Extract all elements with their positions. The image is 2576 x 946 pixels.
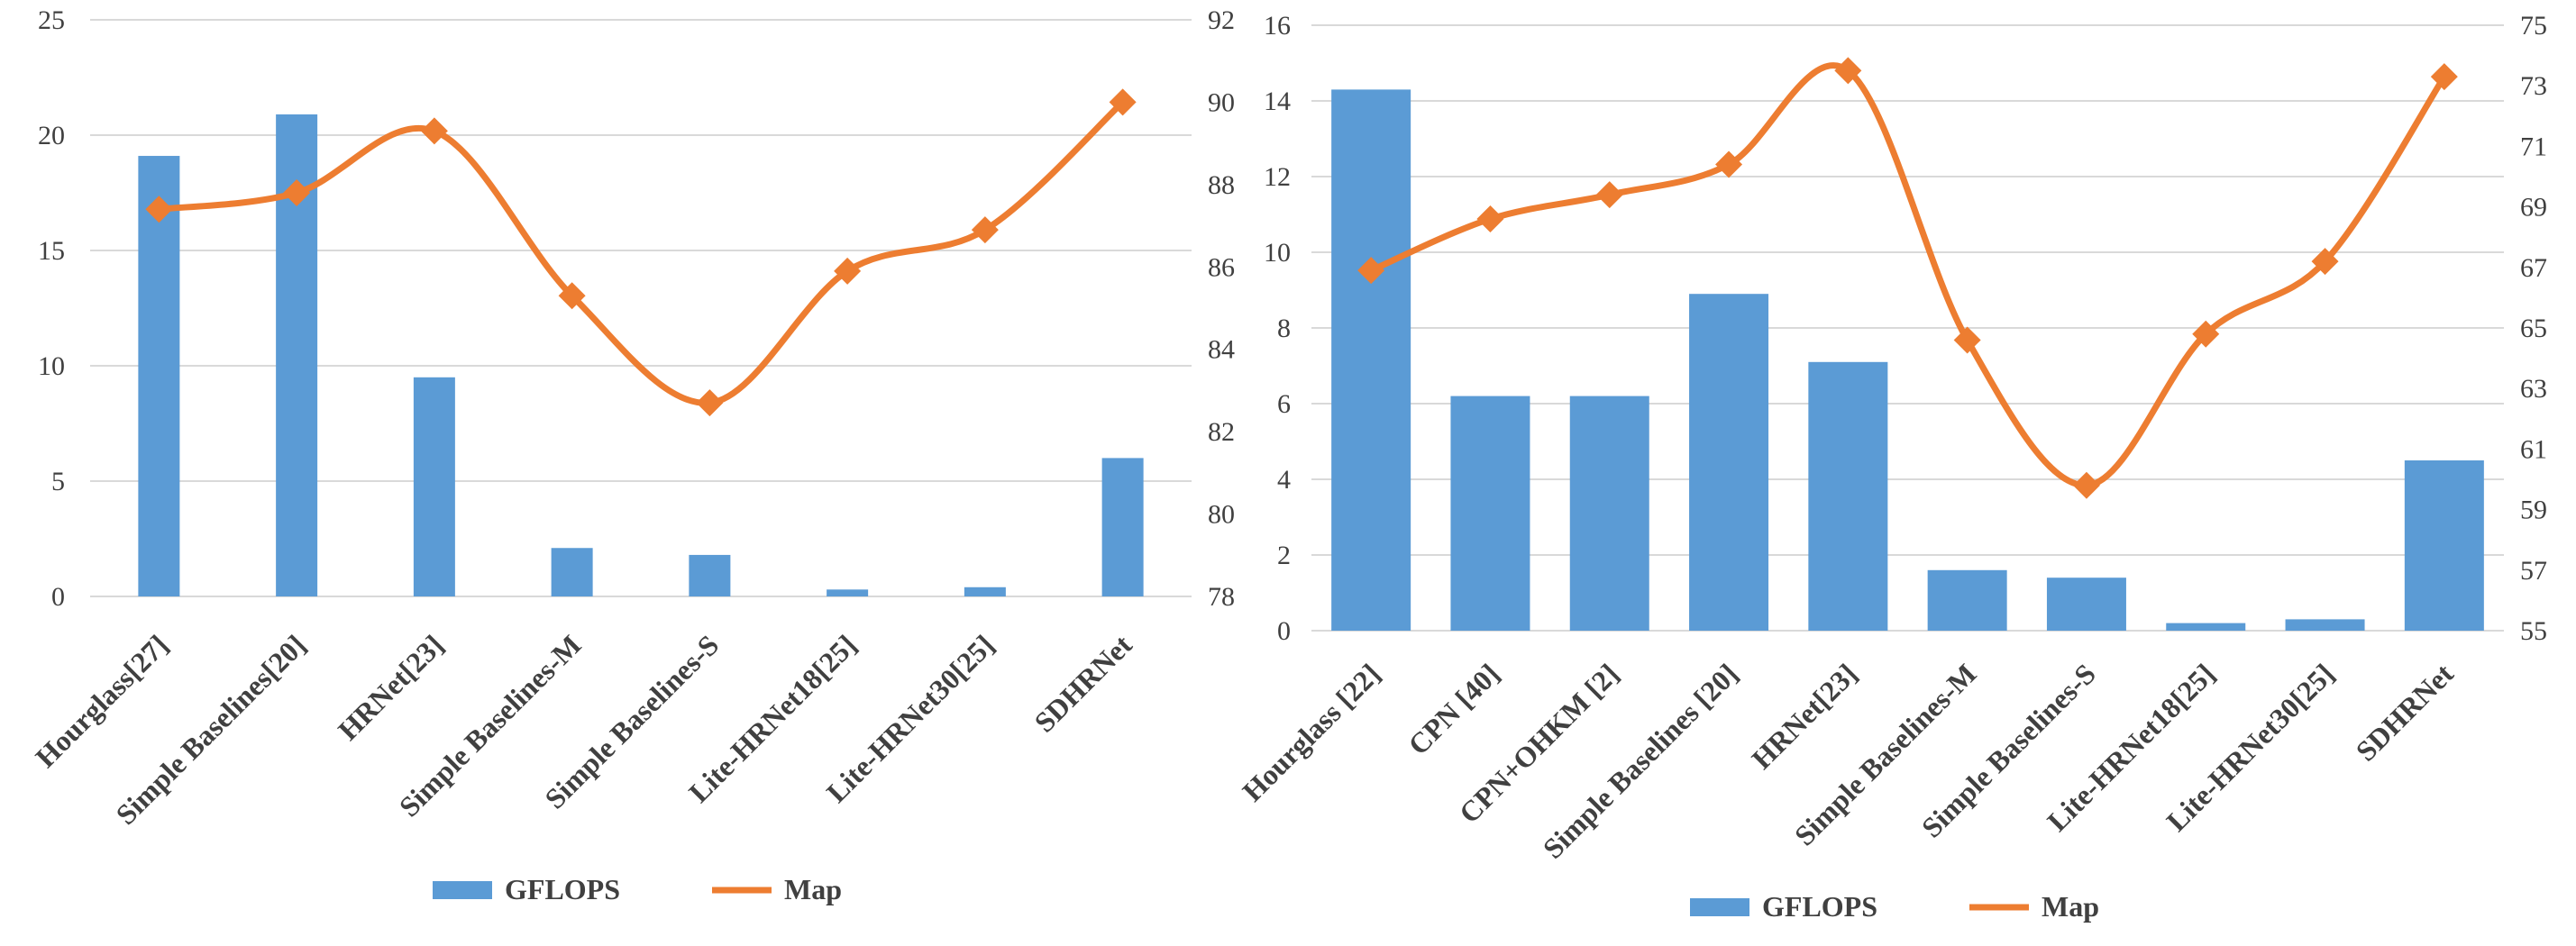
category-label: SDHRNet <box>1028 628 1137 738</box>
map-series-line <box>155 98 1127 406</box>
category-label: Hourglass[27] <box>29 628 174 773</box>
bar-gflops <box>2166 623 2246 631</box>
left-axis-tick-label: 6 <box>1277 389 1291 419</box>
legend: GFLOPS Map <box>433 873 842 905</box>
right-axis-tick-label: 88 <box>1208 170 1235 200</box>
category-label: CPN [40] <box>1402 657 1505 760</box>
left-axis-tick-label: 8 <box>1277 314 1291 343</box>
legend-swatch-gflops <box>1690 898 1749 916</box>
bar-gflops <box>1101 458 1144 596</box>
right-axis-tick-label: 61 <box>2520 434 2547 464</box>
legend-label-map: Map <box>784 873 842 905</box>
map-point-marker <box>1357 257 1385 285</box>
left-axis-tick-label: 5 <box>51 467 65 496</box>
map-point-marker <box>2311 248 2339 276</box>
bar-gflops <box>138 156 180 597</box>
left-axis-tick-label: 16 <box>1264 11 1291 41</box>
category-label: HRNet[23] <box>332 628 450 746</box>
category-label: SDHRNet <box>2350 657 2460 767</box>
legend: GFLOPS Map <box>1690 890 2099 923</box>
category-label: Simple Baselines [20] <box>1537 657 1744 864</box>
map-point-marker <box>2192 320 2220 348</box>
bar-gflops <box>1689 294 1769 631</box>
map-point-marker <box>1953 326 1981 354</box>
left-axis-tick-label: 20 <box>38 121 65 150</box>
bar-gflops <box>413 377 455 596</box>
map-point-marker <box>145 196 173 223</box>
left-axis-tick-label: 12 <box>1264 162 1291 192</box>
right-axis-tick-label: 75 <box>2520 11 2547 41</box>
left-axis-tick-label: 10 <box>38 351 65 381</box>
map-point-marker <box>420 117 448 145</box>
right-axis-tick-label: 80 <box>1208 500 1235 530</box>
left-axis-tick-label: 2 <box>1277 541 1291 570</box>
left-axis-tick-label: 0 <box>51 582 65 612</box>
map-point-marker <box>1476 205 1504 233</box>
legend-swatch-gflops <box>433 881 492 899</box>
right-axis-tick-label: 78 <box>1208 582 1235 612</box>
legend-label-gflops: GFLOPS <box>505 873 620 905</box>
bar-gflops <box>1808 361 1888 631</box>
right-axis-tick-label: 90 <box>1208 87 1235 117</box>
chart-1: 0 5 10 15 20 25 78 80 82 84 86 88 90 92 Hourglass[27] S… <box>29 5 1235 905</box>
right-axis-tick-label: 63 <box>2520 374 2547 404</box>
bar-gflops <box>1927 569 2007 631</box>
bar-gflops <box>1569 396 1649 631</box>
map-point-marker <box>696 389 724 417</box>
bar-gflops <box>2046 578 2126 631</box>
right-axis-tick-label: 86 <box>1208 252 1235 282</box>
map-point-marker <box>1595 181 1623 209</box>
bar-gflops <box>551 548 593 596</box>
bar-gflops <box>689 554 731 596</box>
right-axis-tick-label: 57 <box>2520 556 2547 586</box>
bar-gflops <box>827 589 869 596</box>
map-point-marker <box>1834 57 1862 85</box>
left-axis-tick-label: 25 <box>38 5 65 35</box>
chart-2: 0 2 4 6 8 10 12 14 16 55 57 59 61 63 65 67 69 71 73 75 Hourg… <box>1236 11 2547 923</box>
legend-label-map: Map <box>2042 890 2099 923</box>
right-axis-tick-label: 84 <box>1208 335 1235 365</box>
category-label: HRNet[23] <box>1745 657 1863 775</box>
right-axis-tick-label: 92 <box>1208 5 1235 35</box>
right-axis-tick-label: 71 <box>2520 132 2547 161</box>
map-point-marker <box>1715 150 1743 178</box>
right-axis-tick-label: 59 <box>2520 496 2547 525</box>
left-axis-tick-label: 14 <box>1264 86 1291 116</box>
right-axis-tick-label: 73 <box>2520 71 2547 101</box>
category-label: Hourglass [22] <box>1236 657 1386 807</box>
left-axis-tick-label: 0 <box>1277 616 1291 646</box>
map-point-marker <box>2430 63 2458 91</box>
map-point-marker <box>283 179 311 206</box>
bar-gflops <box>2285 619 2365 631</box>
map-point-marker <box>834 257 862 285</box>
right-axis-tick-label: 67 <box>2520 253 2547 283</box>
map-point-marker <box>558 282 586 310</box>
map-series-line <box>1367 62 2448 489</box>
left-axis-tick-label: 4 <box>1277 465 1291 495</box>
bar-gflops <box>1450 396 1530 631</box>
right-axis-tick-label: 69 <box>2520 193 2547 223</box>
right-axis-tick-label: 55 <box>2520 616 2547 646</box>
bar-gflops <box>2404 460 2484 631</box>
legend-label-gflops: GFLOPS <box>1762 890 1877 923</box>
map-point-marker <box>1109 88 1137 116</box>
bar-gflops <box>1331 89 1411 631</box>
right-axis-tick-label: 65 <box>2520 314 2547 343</box>
left-axis-tick-label: 15 <box>38 236 65 266</box>
bar-gflops <box>964 587 1006 596</box>
right-axis-tick-label: 82 <box>1208 417 1235 447</box>
map-point-marker <box>971 216 999 244</box>
map-point-marker <box>2072 471 2100 499</box>
left-axis-tick-label: 10 <box>1264 238 1291 268</box>
